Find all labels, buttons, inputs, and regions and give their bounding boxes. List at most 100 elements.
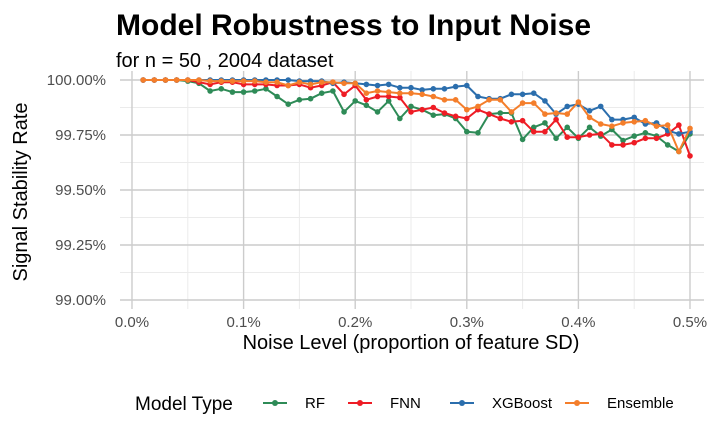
legend-label-ensemble: Ensemble (607, 395, 674, 412)
data-point-rf (519, 136, 526, 143)
data-point-ensemble (207, 78, 213, 84)
data-point-xgboost (542, 98, 548, 104)
data-point-ensemble (575, 99, 582, 105)
data-point-fnn (609, 142, 615, 148)
data-point-xgboost (508, 91, 515, 98)
data-point-xgboost (609, 116, 615, 123)
data-point-fnn (553, 116, 559, 123)
data-point-xgboost (430, 86, 437, 92)
legend-item-ensemble: Ensemble (565, 395, 674, 412)
y-tick-label: 99.75% (55, 127, 106, 144)
data-point-fnn (441, 110, 448, 116)
data-point-ensemble (173, 77, 180, 83)
data-point-fnn (586, 132, 593, 138)
data-point-xgboost (564, 103, 571, 110)
series-ensemble (140, 77, 693, 155)
data-point-rf (330, 88, 336, 94)
data-point-xgboost (374, 82, 381, 89)
data-point-fnn (374, 93, 381, 100)
data-point-xgboost (475, 93, 481, 100)
x-axis: 0.0% 0.1% 0.2% 0.3% 0.4% 0.5% (115, 314, 707, 331)
legend-item-rf: RF (263, 395, 325, 412)
legend-marker-xgboost (459, 400, 465, 406)
data-point-fnn (653, 135, 660, 142)
data-point-rf (318, 90, 325, 96)
data-point-ensemble (642, 117, 649, 124)
data-point-ensemble (631, 119, 637, 125)
data-point-rf (664, 142, 671, 148)
data-point-xgboost (385, 81, 392, 88)
data-point-ensemble (408, 90, 414, 96)
data-point-ensemble (229, 78, 236, 84)
data-point-rf (553, 135, 559, 142)
data-point-fnn (620, 142, 626, 148)
series-line-fnn (143, 79, 691, 157)
data-point-fnn (631, 139, 637, 146)
legend-label-xgboost: XGBoost (492, 395, 553, 412)
data-point-xgboost (676, 131, 682, 137)
data-point-rf (475, 130, 481, 136)
data-point-rf (542, 120, 548, 126)
data-point-xgboost (597, 103, 604, 110)
data-point-ensemble (341, 80, 347, 87)
data-point-fnn (642, 135, 649, 142)
y-tick-label: 100.00% (47, 72, 106, 89)
data-point-ensemble (586, 114, 593, 121)
data-point-rf (274, 93, 280, 100)
data-point-ensemble (653, 123, 660, 129)
data-point-ensemble (285, 82, 292, 89)
y-axis: 99.00% 99.25% 99.50% 99.75% 100.00% (47, 72, 106, 309)
data-point-ensemble (542, 111, 548, 117)
data-point-ensemble (475, 103, 481, 110)
data-point-ensemble (274, 79, 280, 85)
data-point-ensemble (419, 91, 425, 98)
plot-area (140, 77, 693, 159)
data-point-rf (374, 109, 381, 115)
data-point-ensemble (530, 100, 537, 106)
data-point-fnn (687, 153, 693, 159)
y-tick-label: 99.25% (55, 237, 106, 254)
data-point-fnn (676, 122, 682, 128)
data-point-fnn (452, 113, 459, 120)
data-point-xgboost (419, 87, 425, 93)
data-point-ensemble (218, 78, 225, 84)
data-point-rf (497, 110, 504, 116)
data-point-ensemble (597, 121, 604, 127)
y-axis-title: Signal Stability Rate (10, 103, 32, 282)
data-point-ensemble (519, 100, 526, 106)
data-point-rf (240, 89, 247, 95)
data-point-fnn (397, 94, 403, 101)
data-point-rf (397, 115, 403, 122)
data-point-ensemble (464, 106, 470, 113)
data-point-rf (464, 128, 470, 135)
data-point-rf (296, 97, 303, 103)
data-point-ensemble (564, 111, 571, 117)
data-point-ensemble (185, 77, 191, 83)
data-point-ensemble (687, 125, 693, 132)
data-point-rf (430, 112, 437, 118)
chart-title: Model Robustness to Input Noise (116, 9, 591, 42)
data-point-xgboost (530, 90, 537, 96)
data-point-rf (586, 124, 593, 131)
x-tick-label: 0.5% (673, 314, 707, 331)
data-point-fnn (385, 93, 392, 100)
data-point-ensemble (307, 81, 314, 88)
data-point-xgboost (397, 84, 403, 91)
data-point-ensemble (609, 123, 615, 129)
data-point-ensemble (296, 79, 303, 85)
data-point-rf (341, 109, 347, 115)
data-point-xgboost (519, 91, 526, 98)
legend-label-fnn: FNN (390, 395, 421, 412)
y-tick-label: 99.00% (55, 292, 106, 309)
data-point-rf (352, 98, 359, 104)
chart-subtitle: for n = 50 , 2004 dataset (116, 50, 334, 72)
data-point-rf (251, 88, 258, 94)
data-point-ensemble (441, 97, 448, 103)
data-point-rf (363, 102, 370, 109)
data-point-ensemble (486, 97, 492, 103)
data-point-fnn (575, 134, 582, 140)
data-point-fnn (341, 91, 347, 98)
data-point-ensemble (318, 79, 325, 85)
data-point-rf (530, 124, 537, 131)
